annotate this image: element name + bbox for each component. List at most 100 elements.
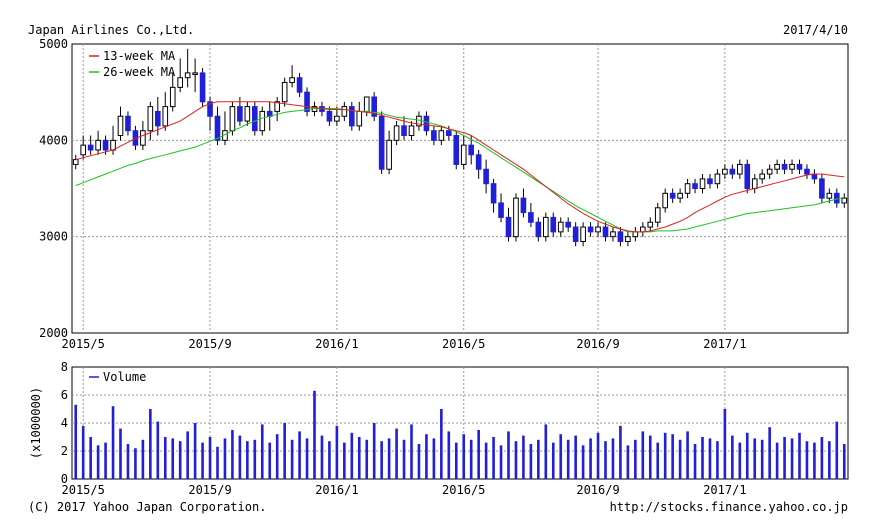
company-name: Japan Airlines Co.,Ltd. <box>28 23 194 37</box>
volume-bar <box>357 437 361 479</box>
volume-bar <box>193 423 197 479</box>
chart-date: 2017/4/10 <box>783 23 848 37</box>
candle-body <box>80 144 87 156</box>
candle-body <box>117 115 124 137</box>
volume-x-axis: 2015/5 2015/9 2016/1 2016/5 2016/9 2017/1 <box>62 483 747 497</box>
candle-body <box>348 106 355 127</box>
volume-bar <box>522 435 525 479</box>
volume-bar <box>223 438 227 479</box>
volume-bar <box>141 439 145 479</box>
volume-bar <box>671 434 674 479</box>
price-x-tick-label: 2016/5 <box>442 337 485 351</box>
volume-y-tick-label: 6 <box>61 388 68 402</box>
volume-bar <box>634 439 637 479</box>
candle-body <box>408 125 415 137</box>
volume-bar <box>828 441 831 479</box>
candle-body <box>259 110 266 132</box>
candle-body <box>274 101 281 112</box>
volume-bar <box>805 441 809 479</box>
volume-bar <box>596 432 600 479</box>
volume-bar <box>462 434 466 479</box>
candle-body <box>229 106 236 132</box>
volume-bar <box>678 439 682 479</box>
candle-body <box>169 86 176 108</box>
price-y-tick-label: 3000 <box>39 230 68 244</box>
candle-body <box>289 77 295 84</box>
volume-bar <box>298 431 301 479</box>
volume-bar <box>96 445 100 479</box>
volume-bar <box>238 435 242 479</box>
candle-body <box>707 178 713 185</box>
candle-body <box>401 125 407 137</box>
candle-body <box>796 163 803 170</box>
candle-body <box>774 163 780 170</box>
candle-body <box>520 197 527 214</box>
price-x-tick-label: 2016/9 <box>576 337 619 351</box>
candle-body <box>475 154 482 170</box>
volume-y-tick-label: 4 <box>61 416 68 430</box>
volume-bar <box>656 442 660 479</box>
price-x-tick-label: 2017/1 <box>703 337 746 351</box>
candle-body <box>722 168 728 175</box>
volume-bar <box>425 434 428 479</box>
volume-bar <box>551 442 555 479</box>
candle-body <box>647 221 654 228</box>
volume-bar <box>581 445 585 479</box>
candle-body <box>766 168 773 175</box>
candle-body <box>669 192 676 199</box>
price-x-tick-label: 2015/5 <box>62 337 105 351</box>
candle-body <box>736 163 743 175</box>
volume-bar <box>738 442 742 479</box>
candle-body <box>841 197 848 204</box>
candle-body <box>177 77 184 88</box>
volume-bar <box>775 442 779 479</box>
candle-body <box>244 106 251 122</box>
legend-label-ma26: 26-week MA <box>103 65 176 79</box>
volume-bar <box>231 430 234 479</box>
candle-body <box>371 96 378 117</box>
volume-bar <box>275 434 279 479</box>
price-x-tick-label: 2016/1 <box>315 337 358 351</box>
volume-x-tick-label: 2015/5 <box>62 483 105 497</box>
volume-y-tick-label: 2 <box>61 444 68 458</box>
volume-bar <box>835 421 839 479</box>
volume-bar <box>544 424 548 479</box>
candle-body <box>251 106 258 132</box>
candle-body <box>498 202 504 218</box>
candle-body <box>572 226 579 242</box>
volume-bar <box>134 448 137 479</box>
volume-x-tick-label: 2015/9 <box>188 483 231 497</box>
candle-body <box>110 139 116 151</box>
volume-bar <box>604 441 607 479</box>
volume-bar <box>484 442 488 479</box>
candle-body <box>789 163 795 170</box>
legend-label-volume: Volume <box>103 370 146 384</box>
volume-y-axis: 0 2 4 6 8 <box>61 360 68 486</box>
volume-bar <box>320 435 324 479</box>
volume-bar <box>783 437 786 479</box>
candle-body <box>833 192 840 204</box>
candle-body <box>304 91 310 112</box>
price-y-axis: 2000 3000 4000 5000 <box>39 37 68 340</box>
copyright-text: (C) 2017 Yahoo Japan Corporation. <box>28 500 266 514</box>
volume-legend: Volume <box>89 370 146 384</box>
price-plot-frame <box>71 43 849 334</box>
candle-body <box>662 192 669 209</box>
volume-bar <box>529 444 533 479</box>
volume-bar <box>253 439 257 479</box>
volume-bar <box>760 439 764 479</box>
candle-body <box>199 72 206 103</box>
price-grid <box>72 44 848 333</box>
candle-body <box>393 125 400 141</box>
volume-x-tick-label: 2016/1 <box>315 483 358 497</box>
candle-body <box>595 226 601 233</box>
candle-body <box>341 106 348 117</box>
volume-bar <box>663 432 667 479</box>
volume-bar <box>492 437 495 479</box>
price-y-tick-label: 5000 <box>39 37 68 51</box>
volume-bar <box>790 438 794 479</box>
volume-bar <box>693 444 697 479</box>
candle-body <box>162 106 169 127</box>
volume-bar <box>454 442 458 479</box>
